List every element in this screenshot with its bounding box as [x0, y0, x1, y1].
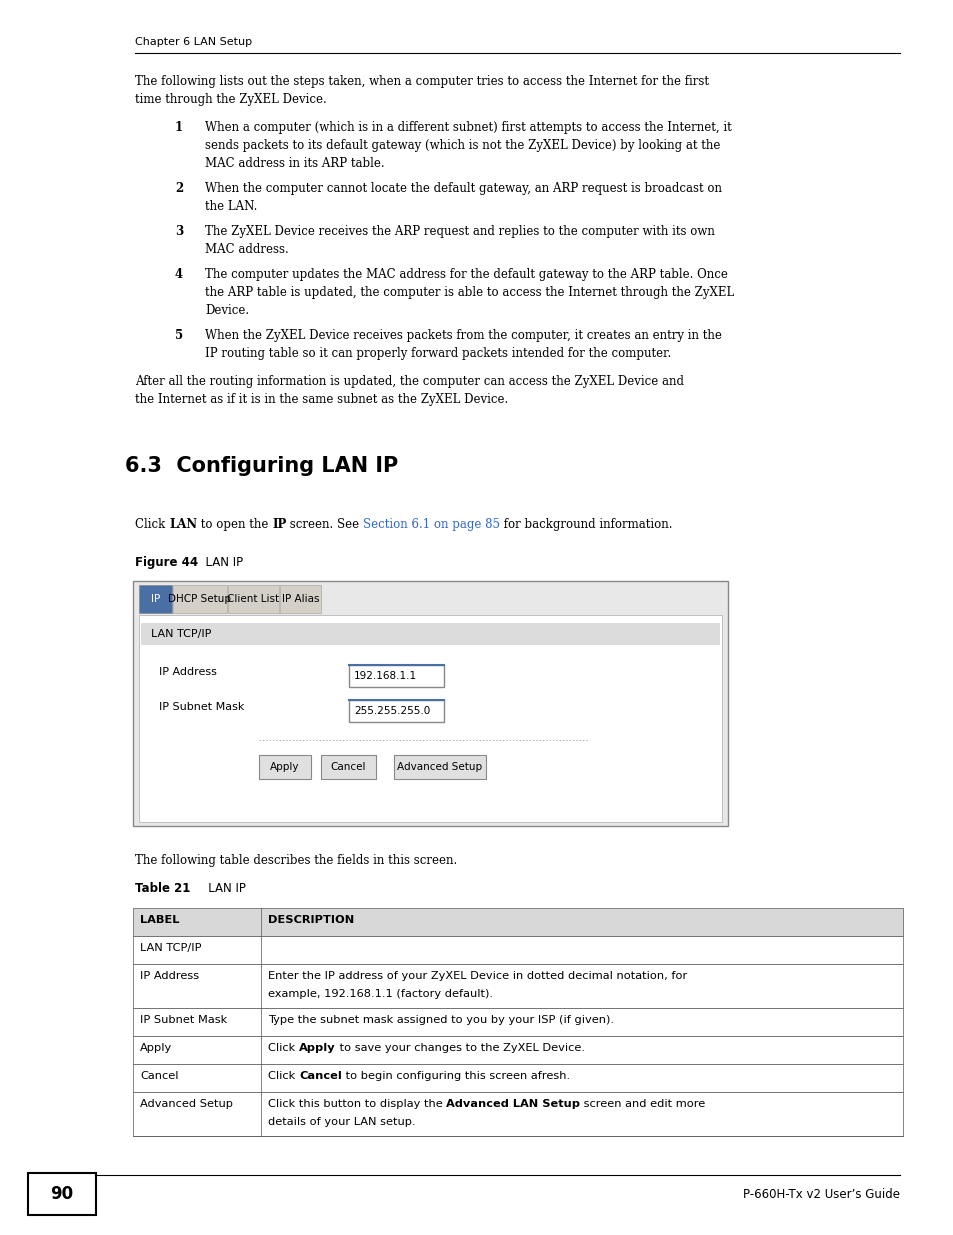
Text: screen and edit more: screen and edit more [579, 1099, 705, 1109]
Bar [132, 580, 727, 826]
Bar [141, 622, 720, 645]
Text: The computer updates the MAC address for the default gateway to the ARP table. O: The computer updates the MAC address for… [205, 268, 727, 282]
Text: DHCP Setup: DHCP Setup [169, 594, 232, 604]
Text: Type the subnet mask assigned to you by your ISP (if given).: Type the subnet mask assigned to you by … [268, 1015, 614, 1025]
Text: LAN: LAN [169, 517, 197, 531]
Text: MAC address.: MAC address. [205, 243, 289, 256]
Text: IP Address: IP Address [140, 971, 199, 981]
Bar [28, 1173, 96, 1215]
Text: Figure 44: Figure 44 [135, 556, 198, 569]
Text: time through the ZyXEL Device.: time through the ZyXEL Device. [135, 93, 327, 106]
Bar [139, 585, 172, 613]
Text: screen. See: screen. See [286, 517, 363, 531]
Text: Advanced LAN Setup: Advanced LAN Setup [446, 1099, 579, 1109]
Text: Click this button to display the: Click this button to display the [268, 1099, 446, 1109]
Text: 90: 90 [51, 1186, 73, 1203]
Text: The ZyXEL Device receives the ARP request and replies to the computer with its o: The ZyXEL Device receives the ARP reques… [205, 225, 714, 238]
Bar [132, 936, 902, 965]
Bar [132, 908, 902, 936]
Bar [349, 664, 443, 687]
Bar [132, 1036, 902, 1065]
Text: Apply: Apply [298, 1044, 335, 1053]
Text: LAN TCP/IP: LAN TCP/IP [151, 629, 212, 638]
Text: 5: 5 [174, 329, 183, 342]
Text: When the ZyXEL Device receives packets from the computer, it creates an entry in: When the ZyXEL Device receives packets f… [205, 329, 721, 342]
Text: 192.168.1.1: 192.168.1.1 [354, 671, 416, 680]
Bar [394, 755, 485, 779]
Text: Section 6.1 on page 85: Section 6.1 on page 85 [363, 517, 500, 531]
Text: 4: 4 [174, 268, 183, 282]
Text: When the computer cannot locate the default gateway, an ARP request is broadcast: When the computer cannot locate the defa… [205, 182, 721, 195]
Text: to begin configuring this screen afresh.: to begin configuring this screen afresh. [341, 1071, 569, 1081]
Bar [132, 1008, 902, 1036]
Text: IP Address: IP Address [159, 667, 216, 677]
Text: 1: 1 [174, 121, 183, 135]
Text: LABEL: LABEL [140, 915, 179, 925]
Text: P-660H-Tx v2 User’s Guide: P-660H-Tx v2 User’s Guide [742, 1188, 899, 1202]
Text: Cancel: Cancel [298, 1071, 341, 1081]
Text: 6.3  Configuring LAN IP: 6.3 Configuring LAN IP [125, 456, 397, 475]
Text: Cancel: Cancel [140, 1071, 178, 1081]
Text: Device.: Device. [205, 304, 249, 317]
Text: DESCRIPTION: DESCRIPTION [268, 915, 354, 925]
Text: MAC address in its ARP table.: MAC address in its ARP table. [205, 157, 384, 170]
Text: 255.255.255.0: 255.255.255.0 [354, 706, 430, 716]
Text: sends packets to its default gateway (which is not the ZyXEL Device) by looking : sends packets to its default gateway (wh… [205, 140, 720, 152]
Text: IP Subnet Mask: IP Subnet Mask [159, 701, 244, 713]
Text: 3: 3 [174, 225, 183, 238]
Text: Table 21: Table 21 [135, 882, 191, 895]
Bar [132, 1092, 902, 1136]
Text: Apply: Apply [140, 1044, 172, 1053]
Text: IP: IP [151, 594, 160, 604]
Text: Click: Click [268, 1071, 298, 1081]
Bar [349, 700, 443, 722]
Text: details of your LAN setup.: details of your LAN setup. [268, 1116, 416, 1128]
Text: The following table describes the fields in this screen.: The following table describes the fields… [135, 853, 456, 867]
Text: Enter the IP address of your ZyXEL Device in dotted decimal notation, for: Enter the IP address of your ZyXEL Devic… [268, 971, 686, 981]
Text: Click: Click [268, 1044, 298, 1053]
Text: Chapter 6 LAN Setup: Chapter 6 LAN Setup [135, 37, 252, 47]
Text: IP Alias: IP Alias [281, 594, 319, 604]
Text: Click: Click [135, 517, 169, 531]
Text: example, 192.168.1.1 (factory default).: example, 192.168.1.1 (factory default). [268, 989, 493, 999]
Bar [228, 585, 278, 613]
Text: Advanced Setup: Advanced Setup [140, 1099, 233, 1109]
Text: to save your changes to the ZyXEL Device.: to save your changes to the ZyXEL Device… [335, 1044, 584, 1053]
Bar [280, 585, 320, 613]
Bar [132, 965, 902, 1008]
Text: Cancel: Cancel [331, 762, 366, 772]
Bar [258, 755, 311, 779]
Text: When a computer (which is in a different subnet) first attempts to access the In: When a computer (which is in a different… [205, 121, 731, 135]
Bar [139, 615, 721, 823]
Text: LAN IP: LAN IP [198, 556, 243, 569]
Text: 2: 2 [174, 182, 183, 195]
Text: Apply: Apply [270, 762, 299, 772]
Text: the LAN.: the LAN. [205, 200, 257, 212]
Bar [132, 1065, 902, 1092]
Text: IP: IP [272, 517, 286, 531]
Bar [320, 755, 375, 779]
Text: for background information.: for background information. [500, 517, 672, 531]
Text: the Internet as if it is in the same subnet as the ZyXEL Device.: the Internet as if it is in the same sub… [135, 393, 508, 406]
Text: LAN TCP/IP: LAN TCP/IP [140, 944, 201, 953]
Text: Client List: Client List [227, 594, 279, 604]
Text: Advanced Setup: Advanced Setup [397, 762, 482, 772]
Text: to open the: to open the [197, 517, 272, 531]
Text: The following lists out the steps taken, when a computer tries to access the Int: The following lists out the steps taken,… [135, 75, 708, 88]
Text: LAN IP: LAN IP [196, 882, 246, 895]
Bar [172, 585, 227, 613]
Text: After all the routing information is updated, the computer can access the ZyXEL : After all the routing information is upd… [135, 375, 683, 388]
Text: IP Subnet Mask: IP Subnet Mask [140, 1015, 227, 1025]
Text: the ARP table is updated, the computer is able to access the Internet through th: the ARP table is updated, the computer i… [205, 287, 734, 299]
Text: IP routing table so it can properly forward packets intended for the computer.: IP routing table so it can properly forw… [205, 347, 671, 359]
